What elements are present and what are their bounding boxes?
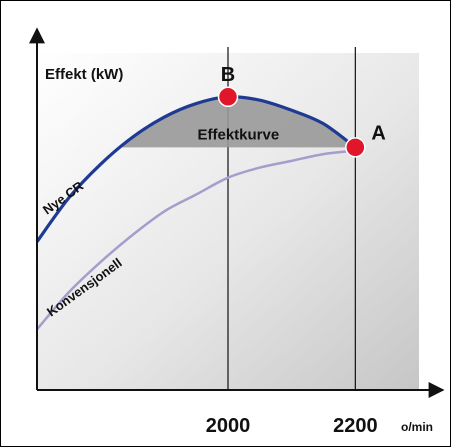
x-tick-label: 2000 <box>206 415 251 437</box>
power-band-label: Effektkurve <box>198 126 280 143</box>
series-line-nye-cr <box>35 95 357 243</box>
point-label-b: B <box>221 64 235 86</box>
point-label-a: A <box>371 122 385 144</box>
y-axis-label: Effekt (kW) <box>45 66 123 83</box>
series-line-konvensjonell <box>36 149 356 331</box>
x-axis-unit: o/min <box>401 420 433 434</box>
point-b <box>217 86 239 108</box>
power-band-shading <box>113 97 356 148</box>
x-tick-label: 2200 <box>333 415 378 437</box>
point-a <box>345 137 366 158</box>
